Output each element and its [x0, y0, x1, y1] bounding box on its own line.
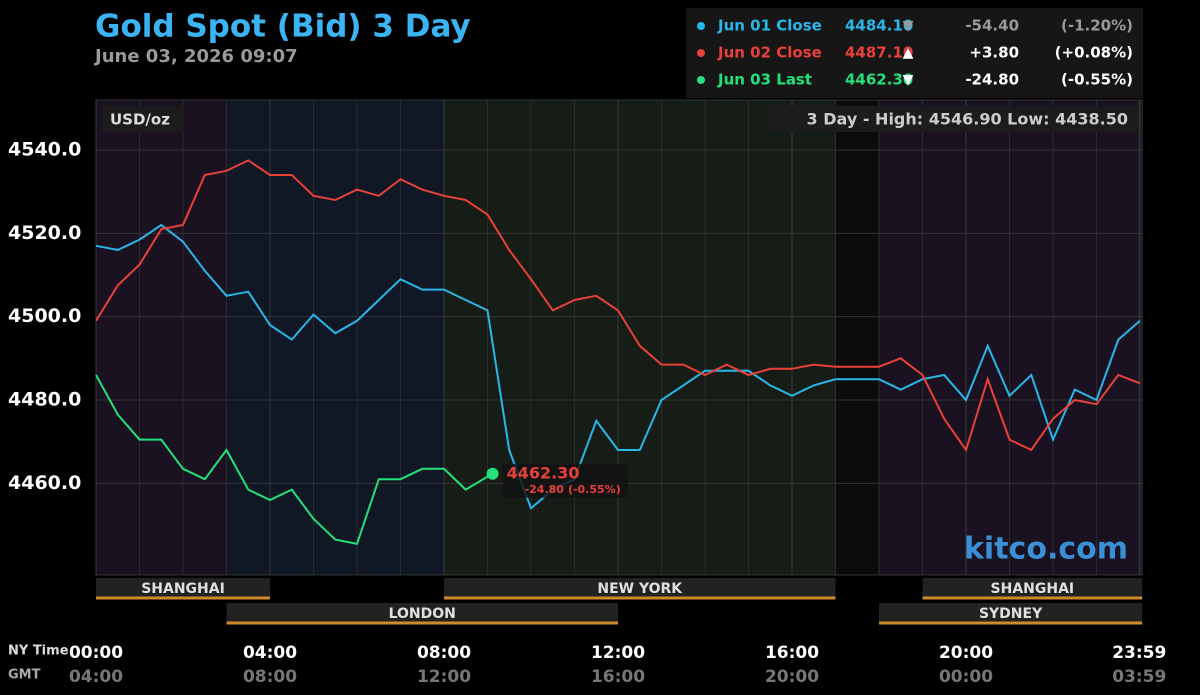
session-zone — [96, 100, 227, 575]
last-change-value: -24.80 — [525, 483, 565, 496]
legend-box — [686, 8, 1143, 98]
session-box — [879, 603, 1143, 623]
x-tick-label: 08:00 — [417, 643, 471, 663]
legend-change-pct: (-1.20%) — [1061, 17, 1133, 35]
legend-dot — [697, 49, 705, 57]
range-box — [768, 106, 1138, 132]
legend-change-pct: (+0.08%) — [1055, 44, 1133, 62]
last-box — [502, 463, 628, 498]
legend-arrow: ▼ — [903, 72, 914, 88]
legend-change: +3.80 — [969, 44, 1019, 62]
x2-tick-label: 20:00 — [765, 667, 819, 687]
y-tick-label: 4460.0 — [8, 472, 81, 494]
watermark: kitco.com — [964, 532, 1128, 567]
x2-tick-label: 08:00 — [243, 667, 297, 687]
x-tick-label: 20:00 — [939, 643, 993, 663]
session-box — [444, 578, 836, 598]
legend-arrow: ▼ — [903, 18, 914, 34]
y-tick-label: 4520.0 — [8, 222, 81, 244]
x-tick-label: 23:59 — [1112, 643, 1166, 663]
x-tick-label: 04:00 — [243, 643, 297, 663]
legend-close: 4487.10 — [845, 44, 913, 62]
unit-label: USD/oz — [110, 111, 170, 129]
legend-change-pct: (-0.55%) — [1061, 71, 1133, 89]
chart-title: Gold Spot (Bid) 3 Day — [95, 9, 471, 45]
unit-box — [102, 106, 184, 132]
session-label: NEW YORK — [597, 581, 683, 597]
x2-tick-label: 00:00 — [939, 667, 993, 687]
session-box — [226, 603, 618, 623]
last-price: 4462.30 — [507, 463, 580, 482]
last-change-pct: (-0.55%) — [568, 483, 621, 496]
session-zone — [226, 100, 444, 575]
price-line — [95, 159, 1141, 453]
legend-close: 4484.10 — [845, 17, 913, 35]
x-tick-label: 12:00 — [591, 643, 645, 663]
price-line — [95, 374, 494, 545]
legend-name: Jun 01 Close — [717, 17, 822, 35]
price-line — [95, 223, 1141, 510]
last-point — [486, 467, 499, 480]
y-tick-label: 4500.0 — [8, 305, 81, 327]
x-tick-label: 16:00 — [765, 643, 819, 663]
x2-tick-label: 04:00 — [69, 667, 123, 687]
last-change: -24.80 (-0.55%) — [525, 483, 621, 496]
session-box — [96, 578, 270, 598]
y-tick-label: 4480.0 — [8, 389, 81, 411]
zones — [95, 99, 1143, 576]
session-zone — [444, 100, 836, 575]
x2-tick-label: 16:00 — [591, 667, 645, 687]
session-zone — [879, 100, 1143, 575]
range-label: 3 Day - High: 4546.90 Low: 4438.50 — [807, 110, 1128, 129]
legend-dot — [697, 76, 705, 84]
x2-tick-label: 12:00 — [417, 667, 471, 687]
x-row-label: NY Time — [8, 644, 69, 659]
session-label: LONDON — [389, 606, 456, 622]
x-tick-label: 00:00 — [69, 643, 123, 663]
session-zone — [835, 100, 879, 575]
session-label: SHANGHAI — [991, 581, 1075, 597]
x2-tick-label: 03:59 — [1112, 667, 1166, 687]
legend-name: Jun 02 Close — [717, 44, 822, 62]
legend-change: -24.80 — [965, 71, 1019, 89]
legend-change: -54.40 — [965, 17, 1019, 35]
legend-dot — [697, 22, 705, 30]
y-tick-label: 4540.0 — [8, 139, 81, 161]
session-box — [922, 578, 1143, 598]
legend-arrow: ▲ — [903, 45, 914, 61]
legend-name: Jun 03 Last — [717, 71, 812, 89]
session-label: SHANGHAI — [141, 581, 225, 597]
grid — [95, 100, 1143, 575]
legend-close: 4462.30 — [845, 71, 913, 89]
session-label: SYDNEY — [979, 606, 1043, 622]
x2-row-label: GMT — [8, 668, 41, 683]
chart-subtitle: June 03, 2026 09:07 — [93, 46, 298, 67]
